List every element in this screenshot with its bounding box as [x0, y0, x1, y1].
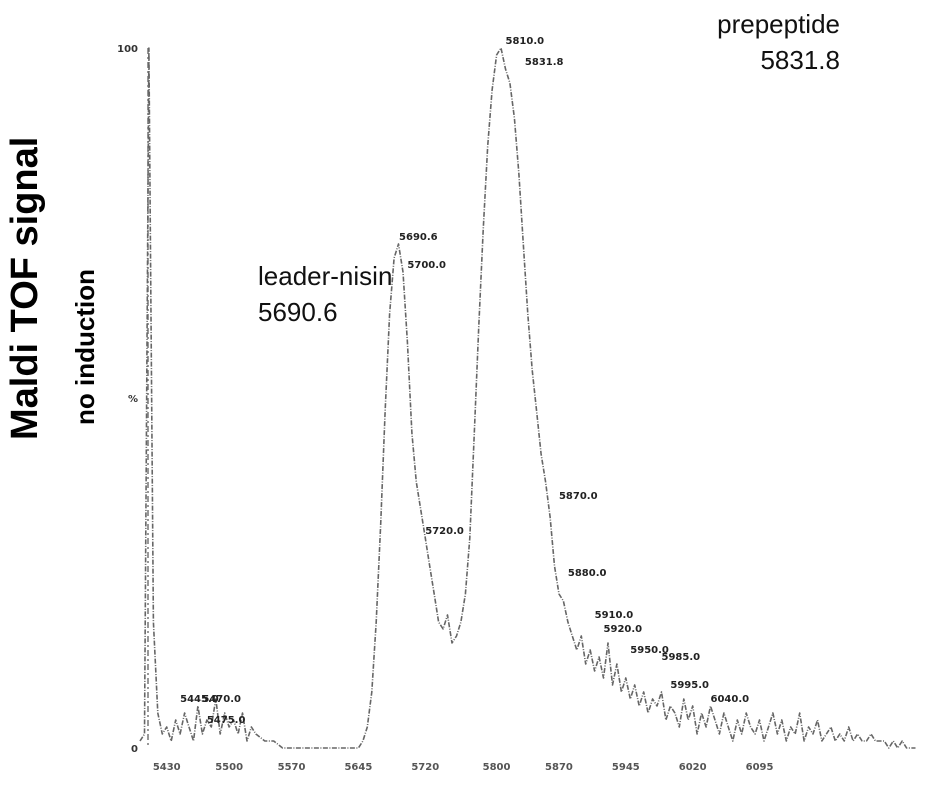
leader-nisin-name: leader-nisin: [258, 261, 393, 291]
peak-label: 5920.0: [604, 624, 643, 635]
peak-label: 5690.6: [399, 232, 438, 243]
peak-label: 5445.0: [180, 694, 219, 705]
y-tick-label: %: [128, 394, 138, 405]
y-axis-label: Maldi TOF signal: [4, 136, 46, 440]
x-tick-label: 6020: [679, 762, 707, 773]
peak-label: 5810.0: [505, 36, 544, 47]
y-tick-label: 0: [131, 744, 138, 755]
x-tick-label: 5430: [153, 762, 181, 773]
peak-label: 5910.0: [595, 610, 634, 621]
spectrum-series-line: [139, 47, 916, 749]
peak-label: 5720.0: [425, 526, 464, 537]
y-axis-sublabel: no induction: [70, 269, 100, 425]
leader-nisin-mass: 5690.6: [258, 297, 338, 327]
peak-label: 5475.0: [207, 715, 246, 726]
peak-label: 5470.0: [202, 694, 241, 705]
peak-label: 5950.0: [630, 645, 669, 656]
x-tick-label: 5645: [344, 762, 372, 773]
peak-label: 5995.0: [670, 680, 709, 691]
leader-nisin-annotation: leader-nisin 5690.6: [258, 258, 392, 330]
peak-label: 5880.0: [568, 568, 607, 579]
peak-label: 5985.0: [661, 652, 700, 663]
prepeptide-name: prepeptide: [717, 9, 840, 39]
x-tick-label: 5945: [612, 762, 640, 773]
y-tick-label: 100: [117, 44, 138, 55]
x-tick-label: 5870: [545, 762, 573, 773]
peak-label: 5870.0: [559, 491, 598, 502]
prepeptide-annotation: prepeptide 5831.8: [690, 6, 840, 78]
peak-label: 5831.8: [525, 57, 564, 68]
x-tick-label: 5800: [483, 762, 511, 773]
prepeptide-mass: 5831.8: [760, 45, 840, 75]
peak-label: 5700.0: [407, 260, 446, 271]
x-tick-label: 5570: [278, 762, 306, 773]
x-tick-label: 6095: [746, 762, 774, 773]
peak-label: 6040.0: [711, 694, 750, 705]
x-tick-label: 5720: [411, 762, 439, 773]
x-tick-label: 5500: [215, 762, 243, 773]
